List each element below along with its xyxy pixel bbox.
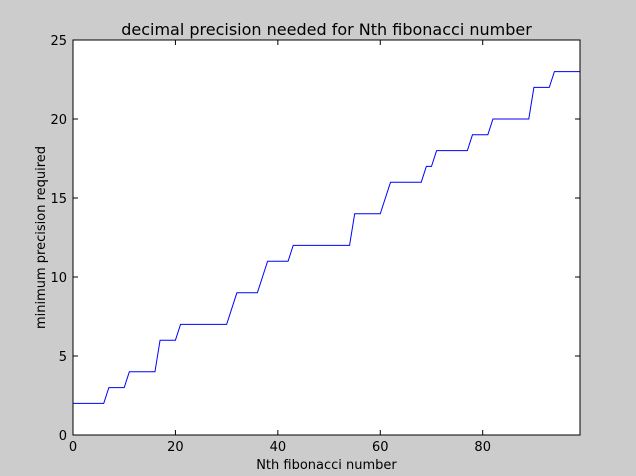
- x-tick-label: 0: [69, 440, 77, 455]
- x-tick-label: 80: [474, 440, 491, 455]
- series-line-0: [73, 71, 580, 404]
- y-tick-label: 0: [59, 429, 67, 444]
- y-tick-label: 15: [50, 192, 67, 207]
- y-tick-label: 10: [50, 271, 67, 286]
- y-tick-label: 25: [50, 34, 67, 49]
- x-axis-label: Nth fibonacci number: [256, 458, 397, 473]
- y-axis-label: minimum precision required: [34, 146, 49, 329]
- x-tick-label: 20: [167, 440, 184, 455]
- x-tick-label: 40: [270, 440, 287, 455]
- plot-area: [73, 40, 580, 435]
- series-layer: [73, 71, 580, 404]
- y-tick-label: 5: [59, 350, 67, 365]
- chart-title: decimal precision needed for Nth fibonac…: [121, 20, 532, 39]
- plot-frame: [72, 39, 581, 436]
- x-tick-label: 60: [372, 440, 389, 455]
- y-tick-label: 20: [50, 113, 67, 128]
